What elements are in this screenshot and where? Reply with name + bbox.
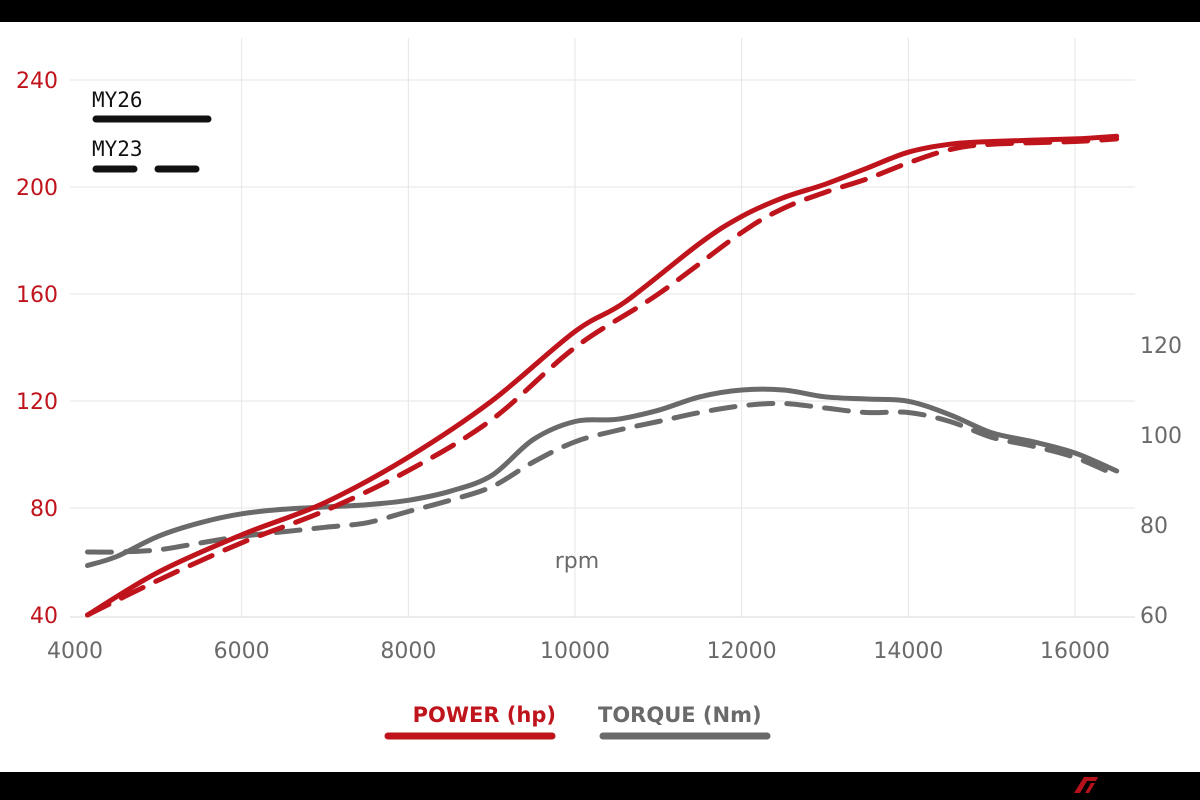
legend-metric: POWER (hp) TORQUE (Nm)	[384, 703, 771, 740]
y-right-tick-label: 120	[1140, 334, 1182, 359]
x-tick-label: 12000	[707, 639, 777, 664]
x-axis-label: rpm	[555, 549, 599, 574]
legend-style: MY26 MY23	[92, 88, 212, 173]
x-tick-label: 10000	[540, 639, 610, 664]
legend-label-torque: TORQUE (Nm)	[598, 703, 762, 727]
x-tick-label: 16000	[1040, 639, 1110, 664]
series-lines	[85, 133, 1120, 618]
x-tick-label: 6000	[214, 639, 270, 664]
y-right-tick-label: 100	[1140, 424, 1182, 449]
power-my26-line	[85, 133, 1120, 618]
y-left-tick-label: 240	[16, 69, 58, 94]
y-left-tick-label: 120	[16, 390, 58, 415]
y-right-tick-label: 80	[1140, 514, 1168, 539]
y-left-tick-label: 40	[30, 604, 58, 629]
x-tick-label: 4000	[47, 639, 103, 664]
x-tick-label: 14000	[873, 639, 943, 664]
y-right-tick-label: 60	[1140, 604, 1168, 629]
x-tick-label: 8000	[380, 639, 436, 664]
watermark-logo-icon	[1074, 777, 1098, 793]
power-my23-line	[85, 136, 1120, 618]
y-left-tick-label: 200	[16, 176, 58, 201]
y-left-tick-label: 160	[16, 283, 58, 308]
torque-my26-line	[85, 386, 1120, 568]
y-left-tick-label: 80	[30, 497, 58, 522]
legend-label-my26: MY26	[92, 88, 143, 112]
legend-label-power: POWER (hp)	[413, 703, 556, 727]
legend-label-my23: MY23	[92, 137, 143, 161]
tick-labels: 4000 6000 8000 10000 12000 14000 16000 40 80 120 1…	[16, 69, 1182, 664]
